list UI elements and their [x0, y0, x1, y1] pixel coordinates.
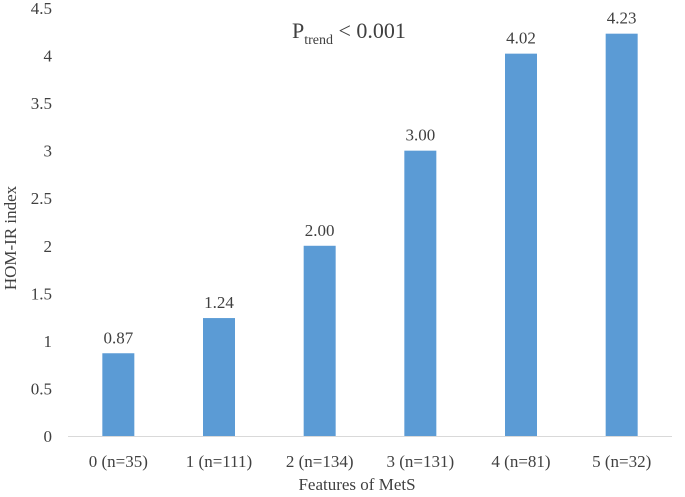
- bar: [203, 318, 235, 436]
- x-tick-label: 1 (n=111): [186, 452, 252, 471]
- p-trend-subscript: trend: [304, 33, 333, 48]
- data-label: 0.87: [103, 328, 133, 347]
- y-tick-label: 0.5: [31, 379, 52, 398]
- x-tick-label: 3 (n=131): [386, 452, 454, 471]
- x-tick-labels: 0 (n=35) 1 (n=111) 2 (n=134) 3 (n=131) 4 (n=…: [89, 452, 652, 471]
- data-label: 1.24: [204, 293, 234, 312]
- x-tick-label: 0 (n=35): [89, 452, 148, 471]
- data-label: 3.00: [405, 126, 435, 145]
- data-label: 2.00: [305, 221, 335, 240]
- y-tick-label: 4.5: [31, 0, 52, 18]
- y-tick-label: 4: [44, 47, 53, 66]
- p-trend-main: P: [292, 18, 304, 43]
- y-tick-label: 1: [44, 332, 53, 351]
- y-tick-label: 1.5: [31, 284, 52, 303]
- x-tick-label: 2 (n=134): [286, 452, 354, 471]
- p-trend-annotation: Ptrend < 0.001: [292, 18, 406, 48]
- data-label: 4.02: [506, 29, 536, 48]
- bars: [102, 33, 638, 437]
- x-axis-title: Features of MetS: [298, 475, 415, 494]
- data-labels: 0.87 1.24 2.00 3.00 4.02 4.23: [103, 9, 636, 348]
- y-tick-label: 3: [44, 142, 53, 161]
- y-tick-label: 3.5: [31, 94, 52, 113]
- y-tick-label: 2: [44, 237, 53, 256]
- bar: [505, 53, 537, 437]
- bar: [102, 353, 135, 436]
- x-tick-label: 4 (n=81): [491, 452, 550, 471]
- bar: [303, 245, 336, 436]
- x-tick-label: 5 (n=32): [592, 452, 651, 471]
- data-label: 4.23: [607, 9, 637, 28]
- p-trend-rest: < 0.001: [333, 18, 406, 43]
- y-tick-label: 0: [44, 427, 53, 446]
- bar: [404, 150, 437, 436]
- y-tick-labels: 0 0.5 1 1.5 2 2.5 3 3.5 4 4.5: [31, 0, 53, 446]
- bar: [605, 33, 638, 437]
- y-tick-label: 2.5: [31, 189, 52, 208]
- y-axis-title: HOM-IR index: [1, 185, 20, 290]
